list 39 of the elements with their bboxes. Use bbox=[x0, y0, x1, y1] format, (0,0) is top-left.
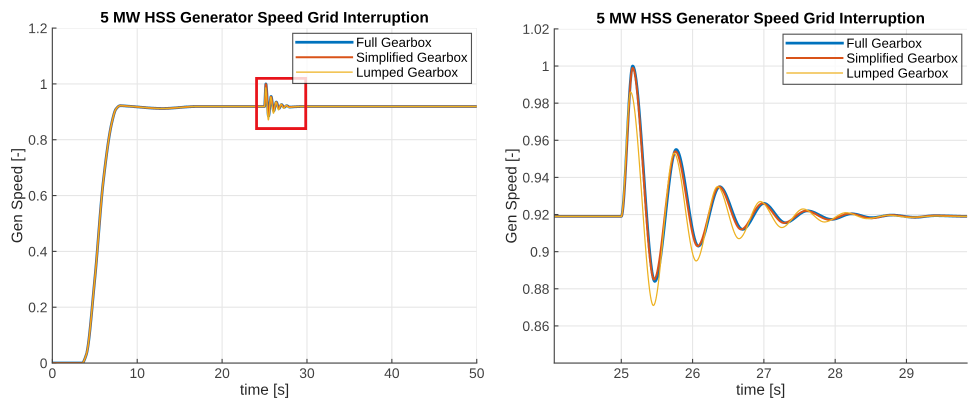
y-tick-label: 0.86 bbox=[522, 321, 549, 332]
legend-label: Simplified Gearbox bbox=[356, 52, 468, 65]
x-tick-label: 10 bbox=[130, 368, 144, 378]
y-tick-label: 0.9 bbox=[530, 246, 549, 257]
x-axis-title: time [s] bbox=[240, 384, 288, 398]
chart-title: 5 MW HSS Generator Speed Grid Interruption bbox=[596, 12, 924, 27]
x-tick-label: 20 bbox=[215, 368, 230, 378]
x-tick-label: 40 bbox=[384, 368, 400, 378]
y-tick-label: 0 bbox=[40, 358, 47, 368]
x-tick-label: 26 bbox=[686, 368, 700, 378]
y-tick-label: 0.92 bbox=[522, 210, 549, 220]
y-tick-label: 1 bbox=[40, 79, 47, 89]
legend-label: Simplified Gearbox bbox=[846, 53, 958, 66]
x-tick-label: 25 bbox=[614, 368, 628, 378]
y-tick-label: 0.4 bbox=[28, 246, 48, 257]
chart-title: 5 MW HSS Generator Speed Grid Interruption bbox=[100, 11, 428, 26]
x-axis-title: time [s] bbox=[736, 384, 784, 398]
legend-label: Full Gearbox bbox=[847, 38, 922, 48]
y-tick-label: 1.02 bbox=[523, 24, 549, 34]
y-tick-label: 0.98 bbox=[522, 98, 549, 108]
y-tick-label: 0.88 bbox=[522, 284, 549, 294]
x-tick-label: 29 bbox=[899, 368, 914, 378]
legend-label: Full Gearbox bbox=[357, 37, 432, 48]
y-axis-title: Gen Speed [-] bbox=[505, 149, 520, 243]
x-tick-label: 50 bbox=[470, 368, 484, 378]
y-tick-label: 1.2 bbox=[29, 23, 47, 34]
x-tick-label: 28 bbox=[828, 368, 842, 378]
y-tick-label: 0.2 bbox=[28, 302, 47, 312]
x-tick-label: 0 bbox=[49, 368, 56, 378]
x-tick-label: 30 bbox=[300, 368, 314, 378]
x-tick-label: 27 bbox=[756, 368, 771, 378]
y-tick-label: 0.96 bbox=[522, 136, 549, 146]
y-tick-label: 1 bbox=[542, 62, 549, 72]
y-tick-label: 0.8 bbox=[28, 135, 47, 145]
legend-label: Lumped Gearbox bbox=[847, 68, 948, 80]
y-tick-label: 0.6 bbox=[28, 190, 47, 201]
y-axis-title: Gen Speed [-] bbox=[11, 149, 26, 242]
y-tick-label: 0.94 bbox=[522, 172, 550, 183]
legend-label: Lumped Gearbox bbox=[357, 67, 458, 80]
